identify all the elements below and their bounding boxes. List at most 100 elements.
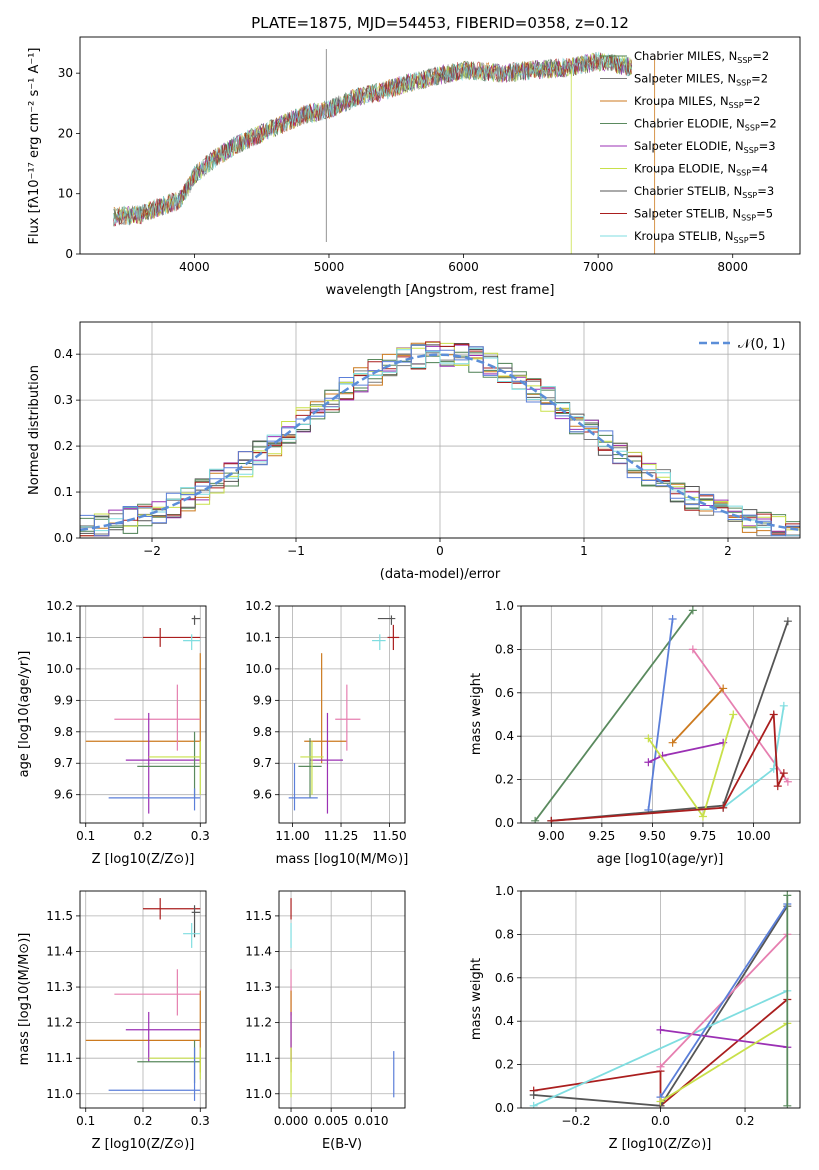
x-tick-label: 0.005	[314, 1114, 348, 1128]
y-tick-label: 11.3	[46, 980, 73, 994]
mass-weight-line	[533, 998, 788, 1108]
spectrum-line	[113, 52, 633, 227]
x-axis-label: age [log10(age/yr)]	[597, 852, 724, 867]
y-tick-label: 10.2	[46, 599, 73, 613]
x-tick-label: 10.00	[736, 829, 770, 843]
y-tick-label: 9.8	[54, 725, 73, 739]
y-tick-label: 9.8	[253, 725, 272, 739]
point-marker	[783, 777, 792, 786]
x-axis-label: (data-model)/error	[380, 567, 501, 582]
y-tick-label: 11.2	[46, 1016, 73, 1030]
plot-area-age_vs_mass	[288, 615, 400, 814]
legend-label: Chabrier MILES, NSSP=2	[634, 49, 769, 65]
panel-age_vs_Z: 0.1 0.2 0.3 9.6 9.7 9.8 9.9 10.0 10.1 10.2 Z [log1…	[17, 599, 210, 867]
x-tick-label: 0.2	[735, 1114, 754, 1128]
mass-weight-line	[692, 648, 789, 783]
point-marker	[783, 891, 792, 900]
y-axis-label: Flux [fλ10⁻¹⁷ erg cm⁻² s⁻¹ A⁻¹]	[27, 48, 42, 245]
panel-spectrum: 4000 5000 6000 7000 8000 0 10 20 30 wavelength [A…	[27, 36, 801, 298]
panel-mw_vs_age: 9.00 9.25 9.50 9.75 10.00 0.0 0.2 0.4 0.6 0.8 1.0 a…	[469, 599, 801, 867]
figure-title: PLATE=1875, MJD=54453, FIBERID=0358, z=0…	[251, 14, 629, 32]
legend-label: Kroupa MILES, NSSP=2	[634, 94, 760, 110]
x-axis-label: E(B-V)	[322, 1137, 362, 1152]
point-marker	[719, 684, 728, 693]
point-marker	[656, 1025, 665, 1034]
y-tick-label: 11.3	[245, 980, 272, 994]
y-tick-label: 0	[65, 247, 73, 261]
y-tick-label: 0.3	[54, 393, 73, 407]
y-tick-label: 11.1	[245, 1051, 272, 1065]
x-tick-label: 0.0	[651, 1114, 670, 1128]
spectrum-line	[113, 52, 633, 226]
y-tick-label: 9.6	[54, 788, 73, 802]
axes-frame	[278, 605, 406, 824]
plot-area-mass_vs_ebv	[290, 898, 395, 1098]
y-tick-label: 10	[58, 187, 73, 201]
x-axis-label: Z [log10(Z/Z⊙)]	[609, 1137, 712, 1152]
point-marker	[729, 710, 738, 719]
y-axis-label: age [log10(age/yr)]	[17, 651, 32, 778]
y-tick-label: 1.0	[495, 599, 514, 613]
y-tick-label: 11.2	[245, 1016, 272, 1030]
y-tick-label: 11.1	[46, 1051, 73, 1065]
y-tick-label: 9.9	[253, 693, 272, 707]
panel-mw_vs_Z: −0.2 0.0 0.2 0.0 0.2 0.4 0.6 0.8 1.0 Z [log10(Z/Z…	[469, 884, 801, 1152]
x-tick-label: 0.000	[274, 1114, 308, 1128]
point-marker	[656, 1097, 665, 1106]
x-axis-label: Z [log10(Z/Z⊙)]	[92, 852, 195, 867]
x-tick-label: 4000	[179, 260, 210, 274]
x-tick-label: 0.1	[76, 1114, 95, 1128]
panel-residuals: −2 −1 0 1 2 0.0 0.1 0.2 0.3 0.4 (data-model)/error…	[27, 321, 801, 582]
point-marker	[688, 645, 697, 654]
point-marker	[783, 617, 792, 626]
y-tick-label: 0.8	[495, 927, 514, 941]
mass-weight-line	[660, 1022, 788, 1103]
point-marker	[668, 615, 677, 624]
y-tick-label: 0.0	[54, 531, 73, 545]
y-tick-label: 10.1	[46, 630, 73, 644]
mass-weight-line	[648, 741, 724, 764]
x-tick-label: 11.00	[275, 829, 309, 843]
histogram-step	[80, 347, 800, 537]
plot-area-age_vs_Z	[85, 615, 201, 814]
plot-area-mw_vs_age	[531, 606, 792, 823]
x-axis-label: Z [log10(Z/Z⊙)]	[92, 1137, 195, 1152]
y-tick-label: 0.8	[495, 642, 514, 656]
point-marker	[783, 1101, 792, 1108]
axes-frame	[278, 890, 406, 1109]
x-tick-label: 0	[436, 544, 444, 558]
y-tick-label: 0.2	[495, 1058, 514, 1072]
mass-weight-line	[533, 989, 788, 1107]
mass-weight-line	[534, 609, 694, 822]
point-marker	[529, 1101, 538, 1108]
x-tick-label: 7000	[583, 260, 614, 274]
axes-frame	[520, 890, 801, 1109]
x-tick-label: −2	[143, 544, 161, 558]
panel-mass_vs_ebv: 0.000 0.005 0.010 11.0 11.1 11.2 11.3 11.4 11.5 E…	[245, 890, 406, 1152]
histogram-step	[80, 344, 800, 537]
y-tick-label: 10.0	[46, 662, 73, 676]
panel-mass_vs_Z: 0.1 0.2 0.3 11.0 11.1 11.2 11.3 11.4 11.5 Z [log1…	[17, 890, 210, 1152]
legend-label: 𝒩(0, 1)	[738, 337, 785, 352]
y-tick-label: 0.1	[54, 485, 73, 499]
spectrum-line	[113, 54, 633, 227]
y-tick-label: 11.5	[46, 909, 73, 923]
y-tick-label: 0.4	[495, 729, 514, 743]
y-tick-label: 9.7	[253, 756, 272, 770]
legend-label: Kroupa STELIB, NSSP=5	[634, 229, 765, 245]
x-tick-label: 9.00	[538, 829, 565, 843]
y-tick-label: 0.6	[495, 686, 514, 700]
axes-frame	[79, 605, 207, 824]
mass-weight-line	[659, 903, 789, 1098]
legend-label: Salpeter STELIB, NSSP=5	[634, 207, 773, 223]
point-marker	[644, 758, 653, 767]
y-tick-label: 9.9	[54, 693, 73, 707]
y-tick-label: 11.0	[245, 1087, 272, 1101]
spectrum-line	[113, 52, 633, 226]
x-tick-label: 11.25	[324, 829, 358, 843]
x-tick-label: 0.010	[354, 1114, 388, 1128]
mass-weight-line	[647, 714, 735, 819]
legend-label: Salpeter ELODIE, NSSP=3	[634, 139, 776, 155]
y-tick-label: 10.1	[245, 630, 272, 644]
